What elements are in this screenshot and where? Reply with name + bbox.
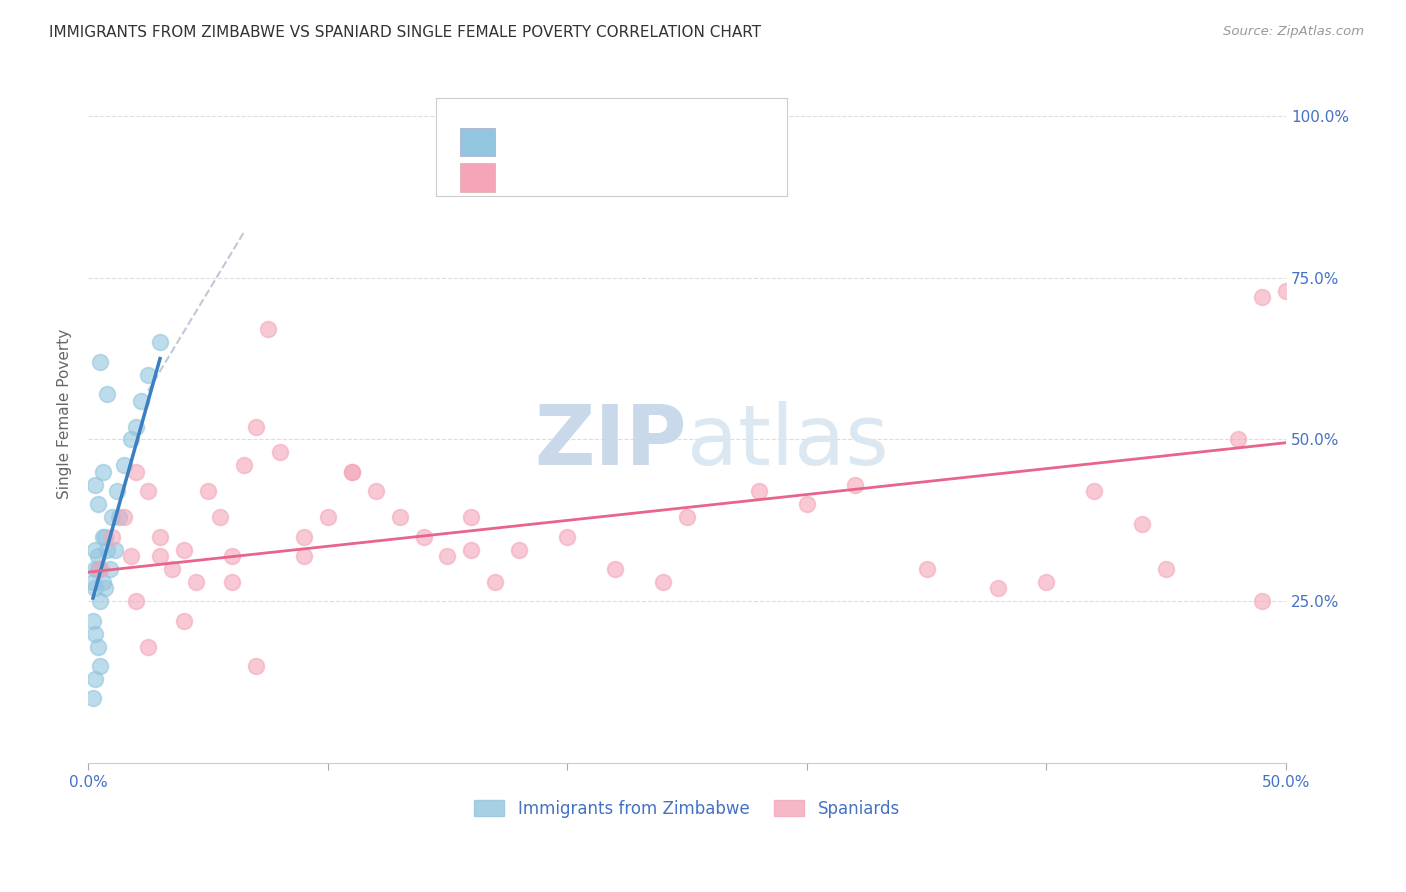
Point [652, 574, 675, 589]
Point [269, 445, 291, 459]
Point [84, 542, 107, 557]
Point [89, 594, 111, 608]
Point [484, 574, 506, 589]
Point [1251, 290, 1274, 304]
Point [112, 458, 135, 473]
Point [120, 549, 142, 563]
Point [460, 510, 482, 524]
Point [208, 510, 231, 524]
Point [136, 368, 159, 382]
Point [103, 542, 125, 557]
Point [94, 530, 117, 544]
Text: Source: ZipAtlas.com: Source: ZipAtlas.com [1223, 25, 1364, 38]
Point [436, 549, 458, 563]
Point [149, 530, 172, 544]
Point [340, 465, 363, 479]
Point [232, 458, 254, 473]
Point [87, 640, 110, 654]
Point [91, 574, 114, 589]
Text: IMMIGRANTS FROM ZIMBABWE VS SPANIARD SINGLE FEMALE POVERTY CORRELATION CHART: IMMIGRANTS FROM ZIMBABWE VS SPANIARD SIN… [49, 25, 761, 40]
Point [82, 614, 104, 628]
Point [388, 510, 411, 524]
Point [987, 582, 1010, 596]
Point [129, 393, 152, 408]
Point [292, 549, 315, 563]
Point [221, 574, 243, 589]
Point [412, 530, 434, 544]
Point [84, 672, 107, 686]
Point [125, 419, 148, 434]
Point [173, 614, 195, 628]
Point [197, 484, 219, 499]
Point [1275, 284, 1298, 298]
Point [245, 659, 267, 673]
Point [125, 465, 148, 479]
Point [605, 562, 627, 576]
Point [292, 530, 315, 544]
Text: R = 0.270   N = 53: R = 0.270 N = 53 [509, 169, 693, 186]
Point [136, 484, 159, 499]
Point [101, 530, 124, 544]
Point [149, 335, 172, 350]
Point [96, 542, 118, 557]
Point [89, 355, 111, 369]
Text: R = 0.481   N = 35: R = 0.481 N = 35 [509, 133, 693, 151]
Point [1035, 574, 1057, 589]
Point [89, 562, 111, 576]
Point [508, 542, 530, 557]
Point [89, 659, 111, 673]
Text: atlas: atlas [688, 401, 889, 482]
Point [256, 322, 278, 336]
Point [184, 574, 207, 589]
Point [748, 484, 770, 499]
Point [84, 626, 107, 640]
Point [89, 562, 111, 576]
Point [173, 542, 195, 557]
Point [460, 542, 482, 557]
Point [844, 477, 866, 491]
Point [84, 562, 107, 576]
Point [91, 465, 114, 479]
Point [87, 562, 110, 576]
Point [91, 530, 114, 544]
Point [555, 530, 578, 544]
Point [87, 497, 110, 511]
Point [87, 549, 110, 563]
Point [98, 562, 121, 576]
Legend: Immigrants from Zimbabwe, Spaniards: Immigrants from Zimbabwe, Spaniards [468, 793, 907, 825]
Y-axis label: Single Female Poverty: Single Female Poverty [58, 328, 72, 499]
Point [120, 433, 142, 447]
Point [125, 594, 148, 608]
Point [105, 484, 128, 499]
Point [1227, 433, 1250, 447]
Point [112, 510, 135, 524]
Point [1130, 516, 1153, 531]
Point [796, 497, 818, 511]
Point [82, 691, 104, 706]
Point [84, 582, 107, 596]
Point [82, 574, 104, 589]
Point [149, 549, 172, 563]
Point [101, 510, 124, 524]
Point [340, 465, 363, 479]
Point [1083, 484, 1105, 499]
Point [96, 387, 118, 401]
Point [136, 640, 159, 654]
Point [221, 549, 243, 563]
Point [94, 582, 117, 596]
Point [316, 510, 339, 524]
Point [84, 477, 107, 491]
Point [1251, 594, 1274, 608]
Point [1154, 562, 1177, 576]
Point [915, 562, 938, 576]
Point [676, 510, 699, 524]
Point [108, 510, 131, 524]
Point [160, 562, 183, 576]
Text: ZIP: ZIP [534, 401, 688, 482]
Point [245, 419, 267, 434]
Point [364, 484, 387, 499]
